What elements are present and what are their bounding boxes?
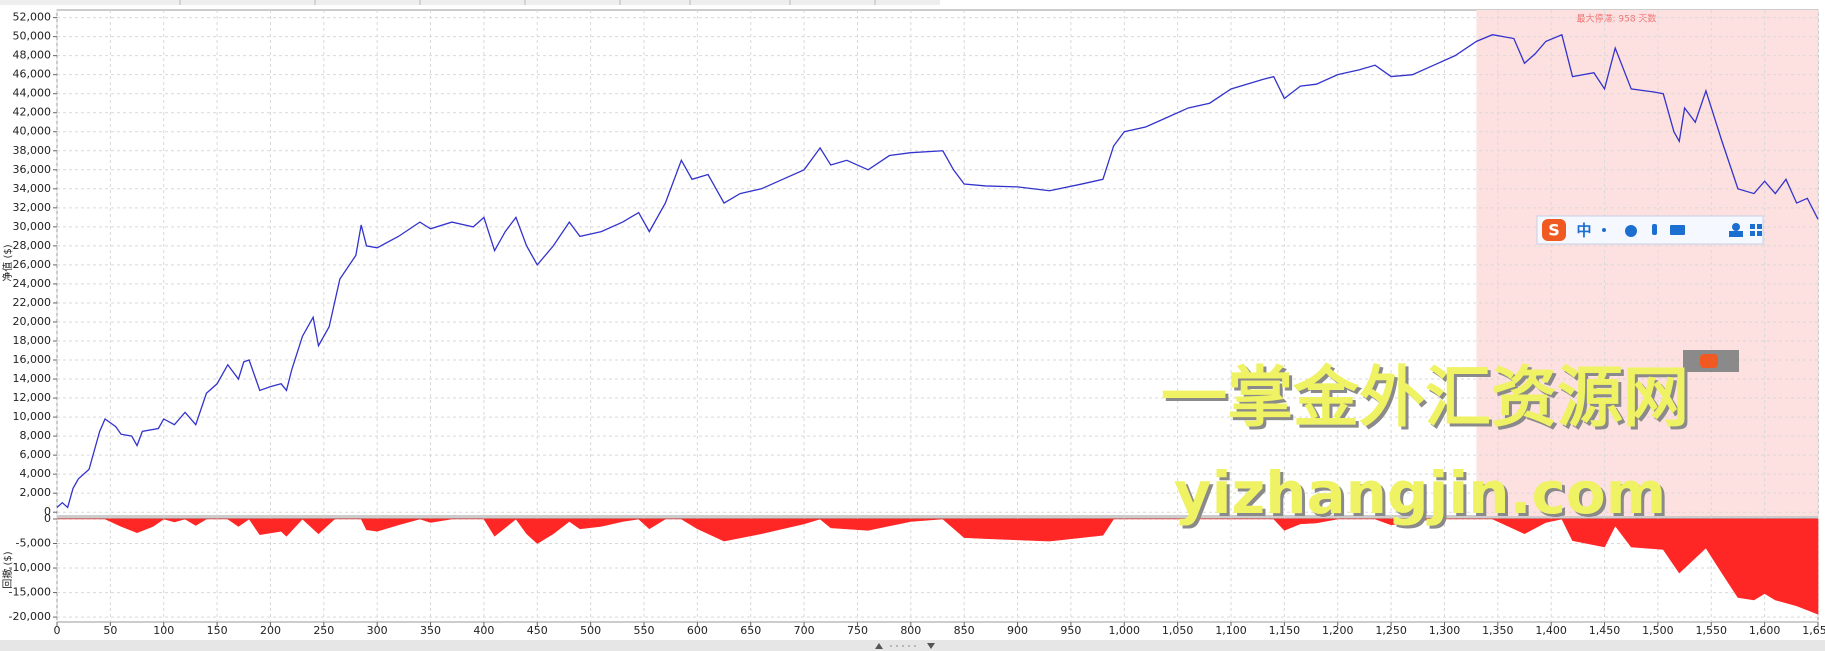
annotation: 最大停滞: 958 天数 <box>1577 13 1657 25</box>
y-tick-label: 34,000 <box>13 182 52 195</box>
top-tabs <box>0 0 940 5</box>
x-tick-label: 1,550 <box>1696 624 1728 637</box>
x-tick-label: 1,200 <box>1322 624 1354 637</box>
x-tick-label: 200 <box>260 624 281 637</box>
y-tick-label: 0 <box>44 512 51 525</box>
x-tick-label: 500 <box>580 624 601 637</box>
x-tick-label: 1,050 <box>1162 624 1194 637</box>
watermark-title: 一掌金外汇资源网 <box>1161 359 1689 436</box>
bottom-handle <box>0 640 1825 651</box>
ime-toolbar: S 中 <box>1536 215 1764 372</box>
y-tick-label: -20,000 <box>9 610 51 623</box>
y-tick-label: 50,000 <box>13 30 52 43</box>
y-tick-label: 14,000 <box>13 372 52 385</box>
x-tick-label: 600 <box>687 624 708 637</box>
y-tick-label: 52,000 <box>13 11 52 24</box>
drawdown-area <box>57 518 1819 615</box>
y-tick-label: 42,000 <box>13 106 52 119</box>
x-tick-label: 650 <box>740 624 761 637</box>
y-tick-label: 6,000 <box>20 448 52 461</box>
x-tick-label: 1,000 <box>1109 624 1141 637</box>
y-tick-label: 12,000 <box>13 391 52 404</box>
y-tick-label: 16,000 <box>13 353 52 366</box>
x-tick-label: 1,400 <box>1535 624 1567 637</box>
x-tick-label: 1,350 <box>1482 624 1514 637</box>
y-tick-label: 32,000 <box>13 201 52 214</box>
y-tick-label: 26,000 <box>13 258 52 271</box>
y-tick-label: 22,000 <box>13 296 52 309</box>
x-tick-label: 250 <box>313 624 334 637</box>
equity-line <box>56 33 1819 509</box>
x-tick-label: 150 <box>207 624 228 637</box>
y-tick-label: 18,000 <box>13 334 52 347</box>
x-tick-label: 1,450 <box>1589 624 1621 637</box>
svg-text:S: S <box>1548 221 1560 240</box>
y-tick-label: 20,000 <box>13 315 52 328</box>
y-tick-label: 24,000 <box>13 277 52 290</box>
y-tick-label: -10,000 <box>9 561 51 574</box>
x-tick-label: 900 <box>1007 624 1028 637</box>
y-axis-label: 回撤 ($) <box>1 551 14 588</box>
y-tick-label: -5,000 <box>16 537 51 550</box>
x-tick-label: 1,300 <box>1429 624 1461 637</box>
x-tick-label: 850 <box>954 624 975 637</box>
y-tick-label: 46,000 <box>13 68 52 81</box>
x-tick-label: 1,250 <box>1375 624 1407 637</box>
x-tick-label: 800 <box>900 624 921 637</box>
x-tick-label: 750 <box>847 624 868 637</box>
y-tick-label: 44,000 <box>13 87 52 100</box>
x-tick-label: 400 <box>473 624 494 637</box>
watermark-url: yizhangjin.com <box>1174 459 1666 527</box>
x-tick-label: 50 <box>103 624 117 637</box>
x-tick-label: 1,650 <box>1802 624 1825 637</box>
x-tick-label: 550 <box>634 624 655 637</box>
x-tick-label: 700 <box>794 624 815 637</box>
y-tick-label: 4,000 <box>20 467 52 480</box>
ime-label: 中 <box>1576 222 1591 240</box>
y-tick-label: 10,000 <box>13 410 52 423</box>
y-tick-label: 8,000 <box>20 429 52 442</box>
x-tick-label: 0 <box>54 624 61 637</box>
y-tick-label: 36,000 <box>13 163 52 176</box>
plot-area <box>56 517 1819 623</box>
x-tick-label: 1,600 <box>1749 624 1781 637</box>
x-tick-label: 1,500 <box>1642 624 1674 637</box>
y-axis-label: 净值 ($) <box>1 244 14 281</box>
y-tick-label: 48,000 <box>13 49 52 62</box>
x-tick-label: 350 <box>420 624 441 637</box>
y-tick-label: -15,000 <box>9 586 51 599</box>
x-tick-label: 100 <box>153 624 174 637</box>
x-tick-label: 1,100 <box>1215 624 1247 637</box>
y-tick-label: 30,000 <box>13 220 52 233</box>
y-tick-label: 2,000 <box>20 486 52 499</box>
y-tick-label: 28,000 <box>13 239 52 252</box>
x-tick-label: 1,150 <box>1269 624 1301 637</box>
y-tick-label: 0 <box>44 505 51 518</box>
x-tick-label: 950 <box>1060 624 1081 637</box>
x-tick-label: 300 <box>367 624 388 637</box>
y-tick-label: 40,000 <box>13 125 52 138</box>
highlight-region <box>1476 10 1818 516</box>
y-tick-label: 38,000 <box>13 144 52 157</box>
x-tick-label: 450 <box>527 624 548 637</box>
